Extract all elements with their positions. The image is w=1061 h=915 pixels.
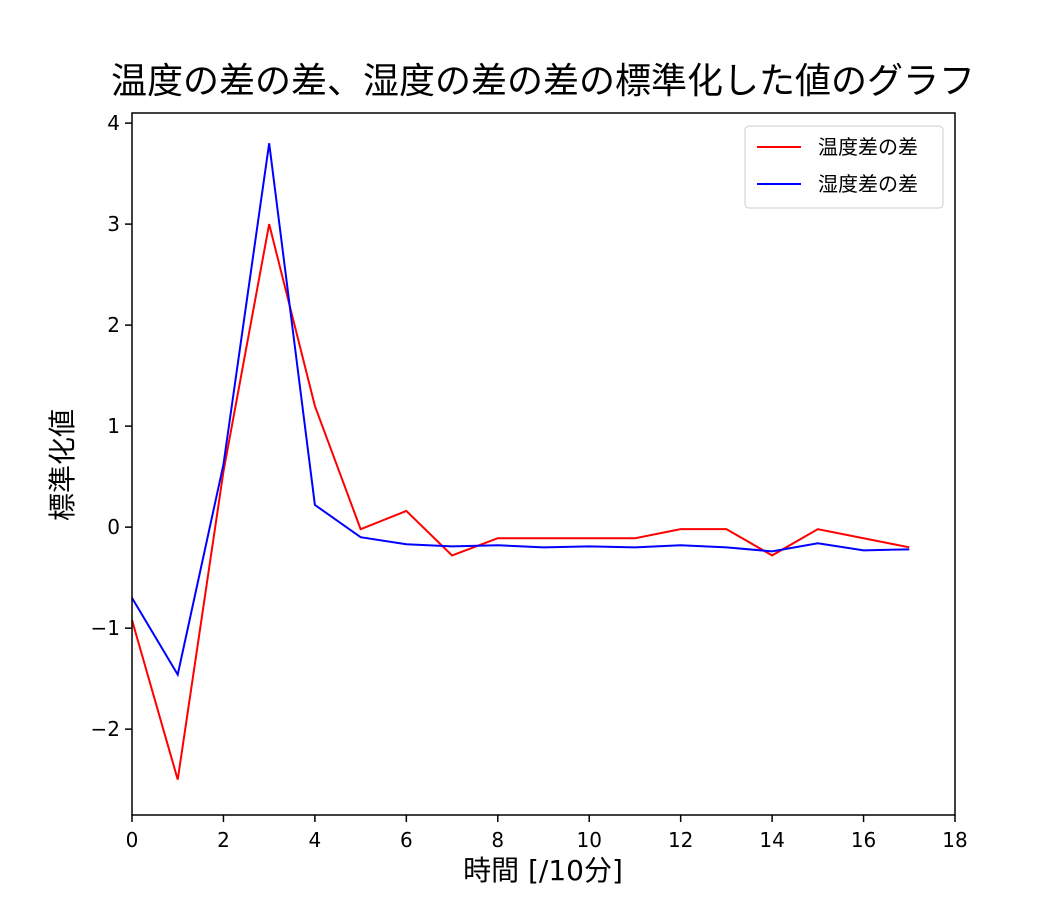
- x-tick-label: 4: [309, 828, 322, 852]
- legend-label-temperature: 温度差の差: [818, 135, 918, 159]
- y-tick-label: 0: [107, 515, 120, 539]
- plot-frame: [131, 112, 956, 816]
- x-tick-label: 8: [491, 828, 504, 852]
- series-layer: [131, 143, 910, 780]
- legend-label-humidity: 湿度差の差: [818, 172, 918, 196]
- x-tick-label: 2: [217, 828, 230, 852]
- y-tick-label: 1: [107, 414, 120, 438]
- x-tick-label: 0: [126, 828, 139, 852]
- x-tick-label: 18: [942, 828, 967, 852]
- x-tick-label: 10: [576, 828, 601, 852]
- x-axis-title: 時間 [/10分]: [463, 854, 623, 887]
- y-tick-label: −2: [91, 717, 120, 741]
- y-tick-label: 2: [107, 313, 120, 337]
- y-tick-label: 3: [107, 212, 120, 236]
- y-axis-title: 標準化値: [46, 409, 79, 521]
- series-line-0: [131, 223, 910, 780]
- x-tick-label: 16: [851, 828, 876, 852]
- x-tick-label: 6: [400, 828, 413, 852]
- chart-title: 温度の差の差、湿度の差の差の標準化した値のグラフ: [111, 61, 975, 102]
- y-tick-label: 4: [107, 111, 120, 135]
- x-axis: 0 2 4 6 8 10 12 14 16 18: [126, 815, 968, 852]
- series-line-1: [131, 143, 910, 678]
- y-tick-label: −1: [91, 616, 120, 640]
- y-axis: −2 −1 0 1 2 3 4: [91, 111, 132, 741]
- x-tick-label: 12: [668, 828, 693, 852]
- x-tick-label: 14: [759, 828, 784, 852]
- legend: 温度差の差 湿度差の差: [744, 125, 944, 209]
